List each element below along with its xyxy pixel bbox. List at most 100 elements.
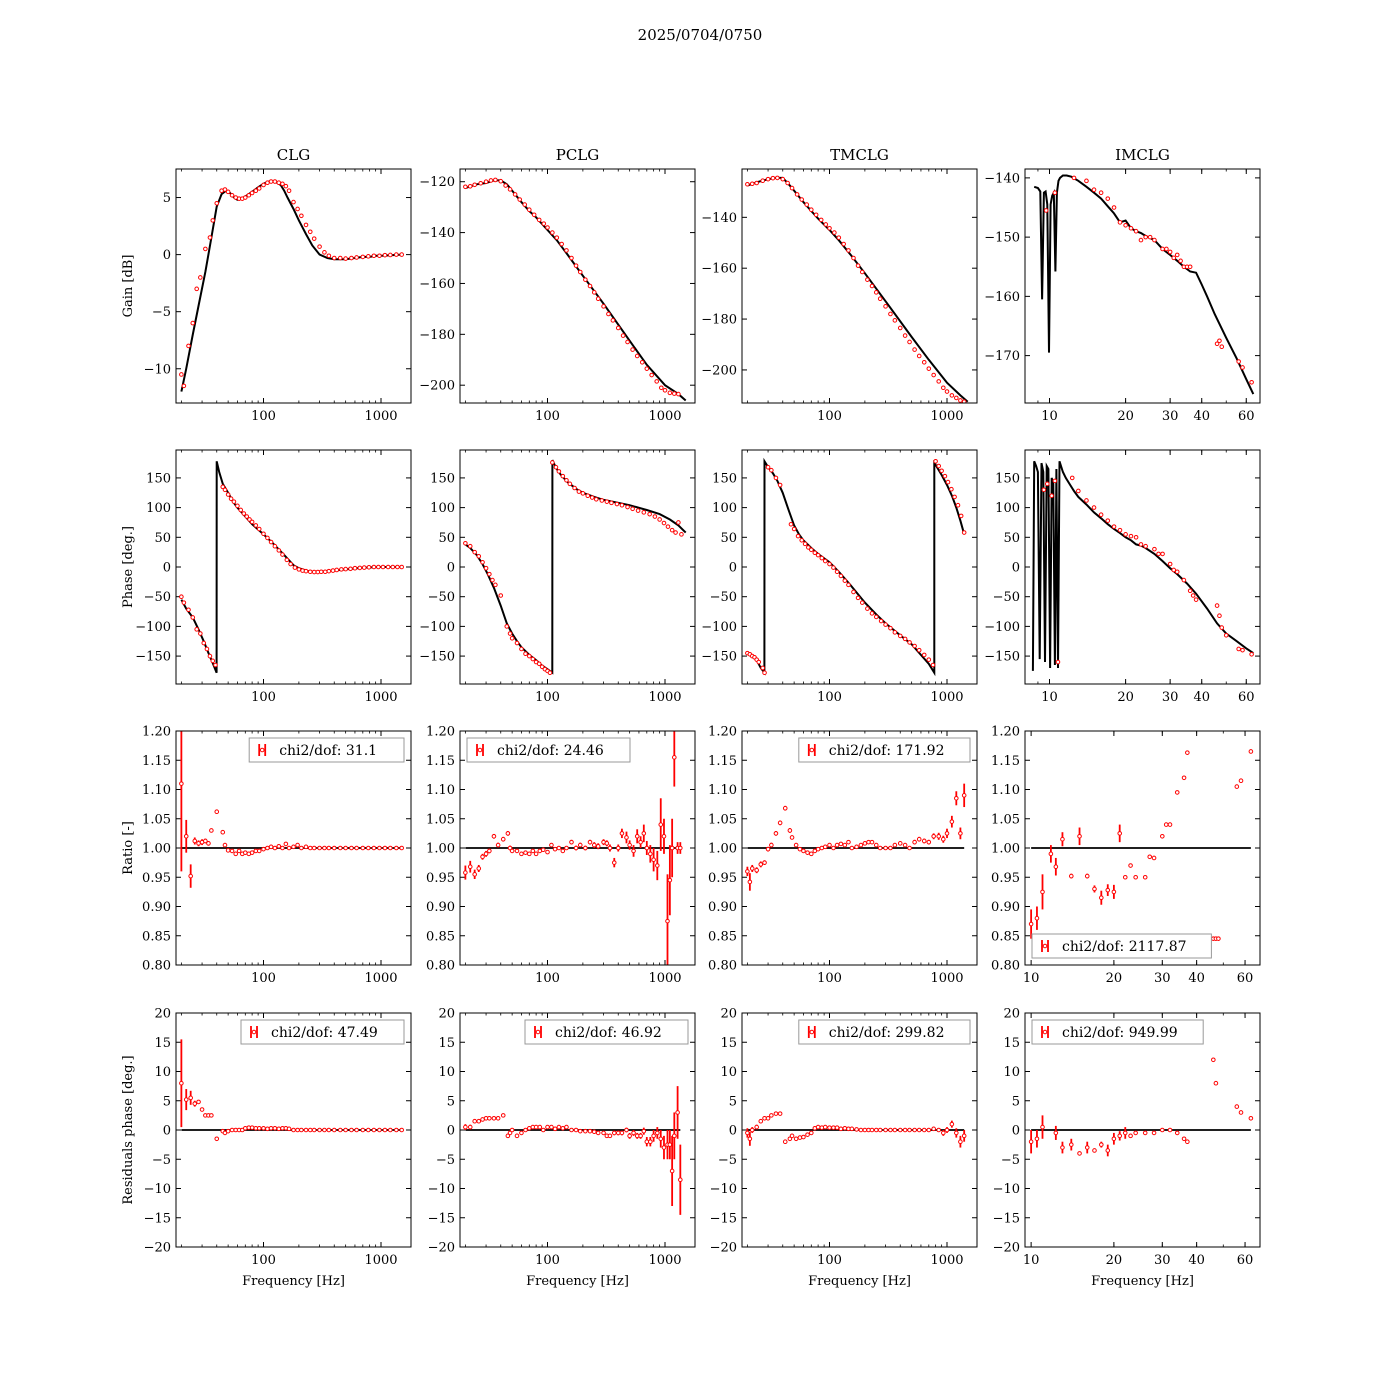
data-point <box>268 844 274 850</box>
legend-label: chi2/dof: 31.1 <box>279 743 377 759</box>
data-point <box>788 521 794 527</box>
legend-marker <box>809 1029 815 1035</box>
data-point <box>573 845 579 851</box>
data-point <box>593 496 599 502</box>
data-point <box>859 269 865 275</box>
data-point <box>1174 1130 1180 1136</box>
y-tick-label: 0 <box>1012 561 1020 576</box>
subplot-clg-ratio: 100 1000 0.80 0.85 0.90 0.95 1.00 1.05 1.10 1.15 1… <box>121 725 412 986</box>
data-point <box>204 646 210 652</box>
data-point <box>949 1121 955 1127</box>
data-point <box>754 1124 759 1130</box>
data-point <box>793 1136 799 1142</box>
data-point <box>639 360 645 365</box>
data-point <box>655 1130 660 1136</box>
data-point <box>531 212 537 218</box>
data-point <box>280 181 285 187</box>
data-point <box>1099 895 1104 901</box>
data-point <box>1219 625 1225 630</box>
data-point <box>299 845 304 851</box>
x-tick-label: 1000 <box>648 409 681 424</box>
data-point <box>583 1128 588 1134</box>
legend: chi2/dof: 47.49 <box>240 1019 405 1045</box>
y-tick-label: 0.80 <box>426 959 455 974</box>
y-tick-label: 10 <box>720 1065 737 1080</box>
data-point <box>295 206 300 212</box>
data-point <box>547 670 553 676</box>
y-tick-label: 1.15 <box>142 754 171 769</box>
data-point <box>228 496 234 502</box>
legend-marker <box>1042 943 1048 949</box>
data-point <box>804 202 810 207</box>
data-point <box>491 834 497 839</box>
data-point <box>873 290 879 295</box>
data-point <box>349 1127 354 1133</box>
data-point <box>1084 1145 1090 1150</box>
data-point <box>361 565 367 570</box>
data-point <box>388 1127 393 1133</box>
y-tick-label: 100 <box>430 501 455 516</box>
data-point <box>1174 790 1180 795</box>
data-point <box>1077 1151 1082 1156</box>
x-tick-label: 30 <box>1154 971 1171 986</box>
x-tick-label: 20 <box>1106 971 1123 986</box>
y-axis-label: Phase [deg.] <box>121 526 136 608</box>
data-point <box>773 475 779 481</box>
data-point <box>1105 887 1111 893</box>
data-point <box>936 1127 942 1133</box>
data-point <box>488 178 494 183</box>
data-point <box>343 845 348 851</box>
data-point <box>504 624 510 629</box>
data-point <box>601 304 606 309</box>
data-point <box>836 235 842 240</box>
data-point <box>385 564 391 570</box>
axes-frame <box>1024 1012 1261 1248</box>
data-point <box>667 877 673 883</box>
y-tick-label: 0.80 <box>991 959 1020 974</box>
data-point <box>944 389 950 394</box>
data-point <box>203 838 208 844</box>
data-point <box>337 1127 343 1133</box>
y-tick-label: 100 <box>146 501 171 516</box>
data-point <box>749 1127 755 1133</box>
data-point <box>892 842 898 848</box>
y-tick-label: −120 <box>419 175 455 190</box>
data-point <box>1181 577 1187 583</box>
y-tick-label: 5 <box>729 1094 737 1109</box>
data-point <box>509 1127 515 1133</box>
data-point <box>256 186 262 191</box>
data-point <box>552 846 558 852</box>
data-point <box>326 845 332 851</box>
subplot-pclg-phase: 100 1000 −150 −100 −50 0 50 100 150 <box>419 449 696 705</box>
data-point <box>897 1127 903 1133</box>
x-tick-label: 100 <box>817 971 842 986</box>
y-tick-label: 100 <box>995 501 1020 516</box>
data-point <box>1111 205 1117 210</box>
plot-area <box>1031 460 1254 671</box>
data-point <box>777 482 783 488</box>
data-point <box>1092 1148 1097 1153</box>
data-point <box>354 255 359 260</box>
data-point <box>1174 569 1180 575</box>
data-point <box>480 854 485 860</box>
data-point <box>540 1127 546 1133</box>
data-point <box>229 192 235 198</box>
data-point <box>754 867 759 873</box>
subplot-imclg-phase: 10 20 30 40 60 −150 −100 −50 0 50 100 150 <box>984 449 1261 705</box>
data-point <box>595 843 601 849</box>
data-point <box>299 1127 304 1133</box>
subplot-tmclg-residual-phase: 100 1000 −20 −15 −10 −5 0 5 10 15 20 chi2/dof: 299.… <box>710 1007 978 1289</box>
y-tick-label: −20 <box>144 1241 171 1256</box>
data-point <box>638 839 643 845</box>
data-point <box>760 178 765 183</box>
model-line <box>464 459 687 675</box>
y-tick-label: 0.80 <box>142 959 171 974</box>
data-point <box>1171 255 1177 261</box>
data-point <box>1152 546 1157 552</box>
data-point <box>749 181 755 187</box>
x-tick-label: 100 <box>251 1253 276 1268</box>
data-point <box>292 565 298 570</box>
data-point <box>360 1127 366 1133</box>
data-point <box>523 850 528 855</box>
data-point <box>1133 535 1139 540</box>
